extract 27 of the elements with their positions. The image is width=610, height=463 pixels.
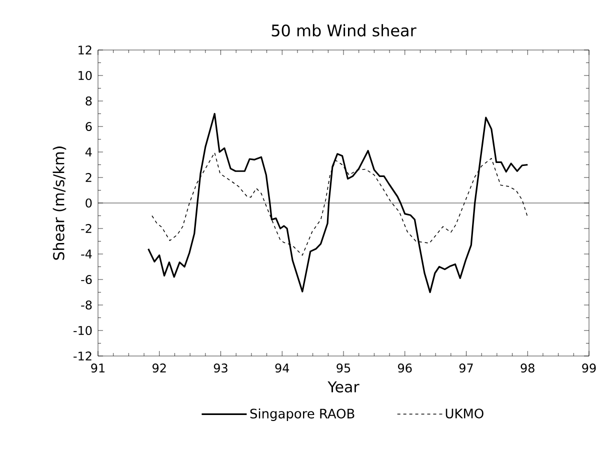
x-tick-label: 96 [398, 364, 412, 373]
y-tick-label: -10 [74, 326, 92, 336]
y-tick-label: -12 [74, 352, 92, 360]
x-tick-label: 98 [520, 364, 534, 373]
x-tick-label: 92 [152, 364, 166, 373]
x-tick-label: 93 [214, 364, 228, 373]
y-tick-label: -6 [81, 274, 92, 284]
y-tick-label: 10 [78, 70, 92, 80]
y-tick-label: -2 [81, 224, 92, 233]
x-axis-title: Year [328, 381, 360, 392]
y-tick-label: 2 [86, 173, 92, 182]
chart-title: 50 mb Wind shear [272, 24, 416, 37]
y-tick-label: -8 [81, 300, 92, 310]
legend-label: Singapore RAOB [250, 408, 354, 421]
x-tick-label: 97 [459, 364, 473, 373]
x-tick-label: 94 [275, 364, 290, 373]
y-tick-label: 0 [86, 198, 92, 208]
y-tick-label: 8 [86, 96, 92, 106]
x-tick-label: 99 [582, 364, 596, 373]
y-tick-label: 6 [86, 122, 92, 132]
y-axis-title: Shear (m/s/km) [52, 146, 66, 260]
x-tick-label: 91 [91, 364, 104, 373]
y-tick-label: 12 [78, 46, 92, 54]
legend-label: UKMO [446, 408, 484, 418]
y-tick-label: 4 [85, 148, 92, 156]
x-tick-label: 95 [336, 364, 350, 373]
y-tick-label: -4 [81, 250, 92, 258]
